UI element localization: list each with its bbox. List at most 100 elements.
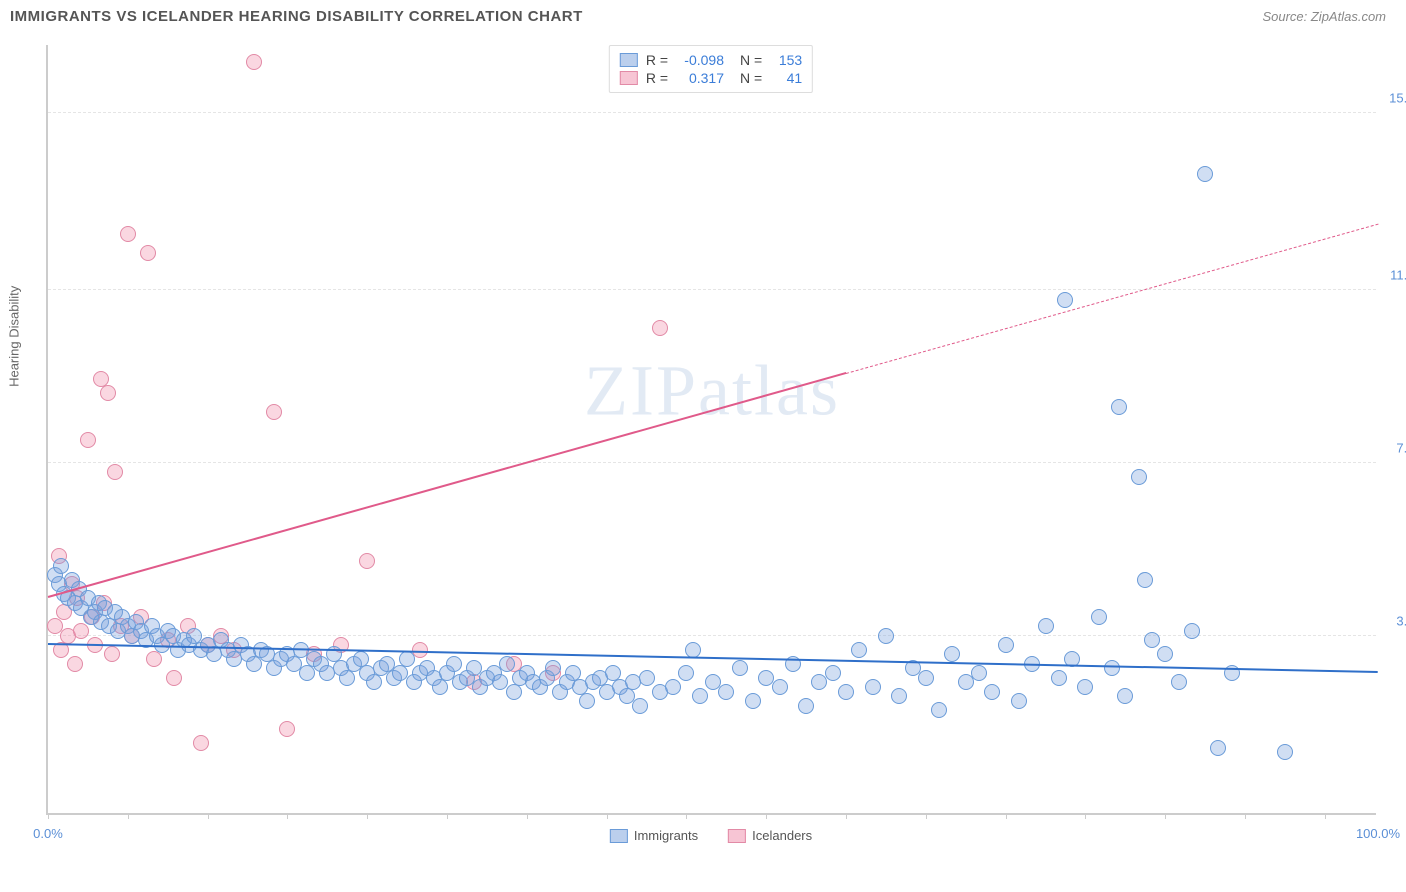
scatter-point [891,688,907,704]
scatter-point [399,651,415,667]
scatter-point [984,684,1000,700]
n-label: N = [740,52,762,68]
scatter-point [1171,674,1187,690]
scatter-point [166,670,182,686]
scatter-point [432,679,448,695]
scatter-point [366,674,382,690]
legend-item: Immigrants [610,828,698,843]
scatter-point [246,54,262,70]
scatter-point [1131,469,1147,485]
watermark: ZIPatlas [584,349,840,432]
scatter-point [918,670,934,686]
scatter-point [506,684,522,700]
x-tick-label: 100.0% [1356,826,1400,841]
r-value: 0.317 [676,70,724,86]
scatter-point [1077,679,1093,695]
legend-swatch [620,53,638,67]
scatter-point [732,660,748,676]
scatter-point [1210,740,1226,756]
scatter-point [632,698,648,714]
scatter-point [1038,618,1054,634]
scatter-point [80,432,96,448]
chart-title: IMMIGRANTS VS ICELANDER HEARING DISABILI… [10,8,583,25]
stats-row: R = -0.098 N = 153 [620,51,802,69]
scatter-point [798,698,814,714]
gridline [48,289,1376,290]
chart-container: ZIPatlas 3.8%7.5%11.2%15.0%0.0%100.0% He… [46,45,1376,815]
scatter-point [279,721,295,737]
scatter-point [678,665,694,681]
scatter-point [1137,572,1153,588]
scatter-point [971,665,987,681]
trend-line [846,224,1378,374]
scatter-point [772,679,788,695]
y-tick-label: 15.0% [1381,91,1406,106]
header: IMMIGRANTS VS ICELANDER HEARING DISABILI… [0,0,1406,33]
y-tick-label: 7.5% [1381,441,1406,456]
scatter-point [1197,166,1213,182]
scatter-point [499,656,515,672]
r-label: R = [646,70,668,86]
scatter-point [339,670,355,686]
plot-area: ZIPatlas 3.8%7.5%11.2%15.0%0.0%100.0% [46,45,1376,815]
scatter-point [692,688,708,704]
scatter-point [412,642,428,658]
scatter-point [579,693,595,709]
scatter-point [73,623,89,639]
gridline [48,112,1376,113]
scatter-point [639,670,655,686]
scatter-point [146,651,162,667]
x-tick [846,813,847,819]
scatter-point [1184,623,1200,639]
x-tick [1006,813,1007,819]
x-tick [287,813,288,819]
x-tick [686,813,687,819]
trend-line [48,372,847,598]
source-label: Source: ZipAtlas.com [1262,9,1386,24]
x-tick [447,813,448,819]
watermark-part2: atlas [698,350,840,430]
legend-swatch [728,829,746,843]
scatter-point [545,660,561,676]
scatter-point [1057,292,1073,308]
legend-swatch [610,829,628,843]
scatter-point [825,665,841,681]
scatter-point [1144,632,1160,648]
scatter-point [685,642,701,658]
scatter-point [865,679,881,695]
y-axis-label: Hearing Disability [7,286,22,387]
scatter-point [1051,670,1067,686]
scatter-point [1277,744,1293,760]
y-tick-label: 3.8% [1381,613,1406,628]
x-tick [208,813,209,819]
x-tick [128,813,129,819]
x-tick-label: 0.0% [33,826,63,841]
scatter-point [53,558,69,574]
x-tick [367,813,368,819]
x-tick [1165,813,1166,819]
scatter-point [944,646,960,662]
x-tick [48,813,49,819]
scatter-point [193,735,209,751]
x-tick [1325,813,1326,819]
n-label: N = [740,70,762,86]
scatter-point [107,464,123,480]
scatter-point [1111,399,1127,415]
scatter-point [1104,660,1120,676]
scatter-point [931,702,947,718]
scatter-point [878,628,894,644]
scatter-point [446,656,462,672]
r-label: R = [646,52,668,68]
x-tick [527,813,528,819]
scatter-point [1157,646,1173,662]
x-tick [766,813,767,819]
bottom-legend: Immigrants Icelanders [610,828,812,843]
scatter-point [120,226,136,242]
n-value: 153 [770,52,802,68]
legend-item: Icelanders [728,828,812,843]
scatter-point [266,404,282,420]
scatter-point [100,385,116,401]
legend-label: Immigrants [634,828,698,843]
scatter-point [851,642,867,658]
r-value: -0.098 [676,52,724,68]
